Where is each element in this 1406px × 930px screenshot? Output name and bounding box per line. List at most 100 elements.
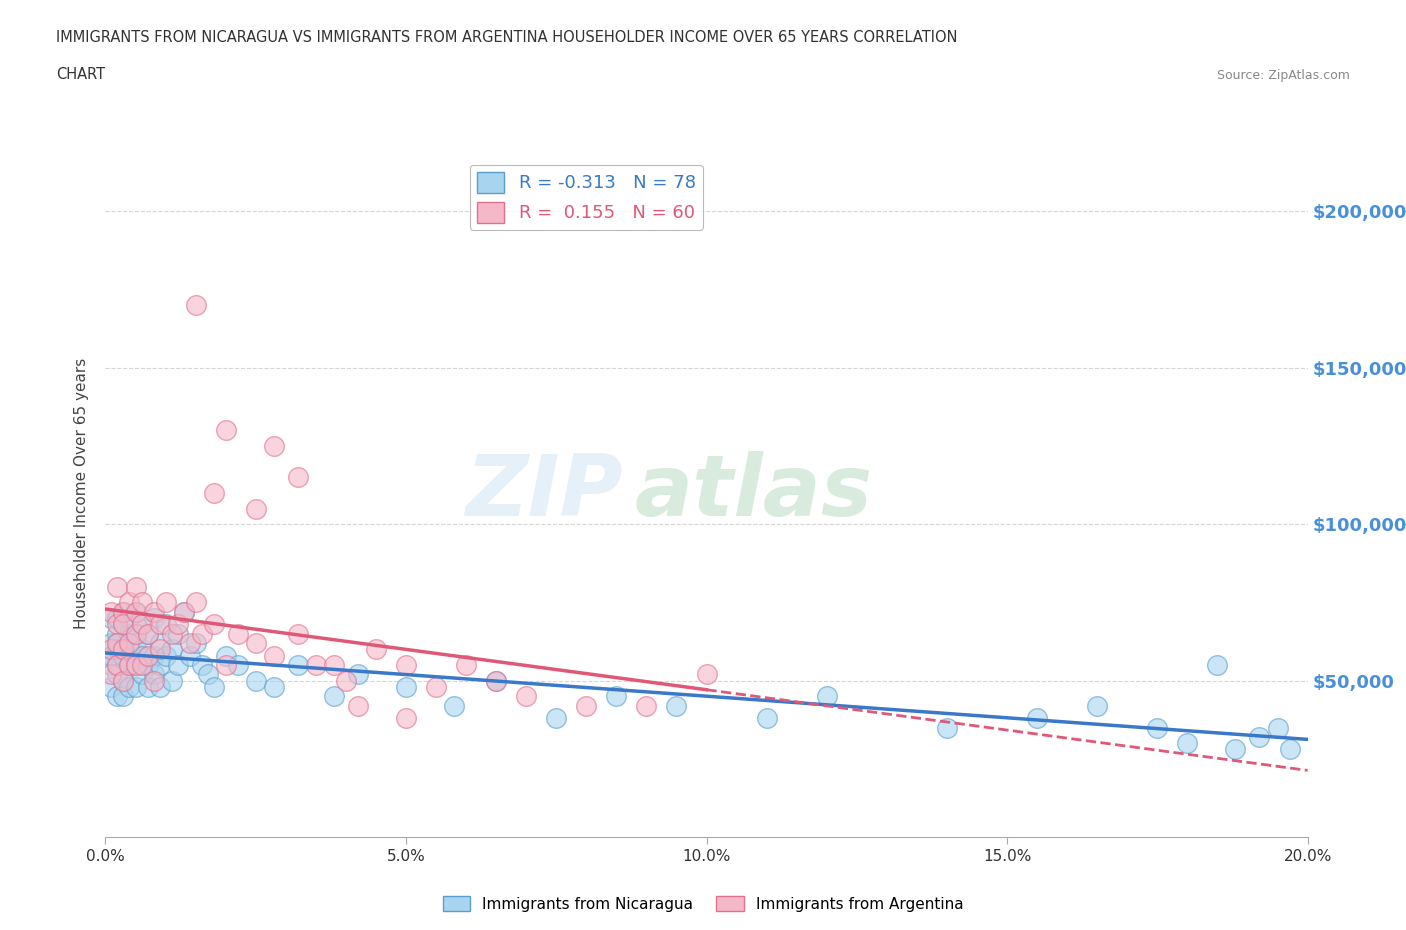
Point	[131, 648, 153, 663]
Point	[131, 617, 153, 631]
Point	[131, 642, 153, 657]
Point	[131, 667, 153, 682]
Point	[107, 635, 129, 650]
Point	[515, 689, 537, 704]
Point	[124, 604, 146, 619]
Point	[202, 617, 225, 631]
Point	[136, 658, 159, 672]
Point	[112, 642, 135, 657]
Point	[1085, 698, 1108, 713]
Point	[263, 439, 285, 454]
Point	[184, 595, 207, 610]
Point	[263, 680, 285, 695]
Point	[148, 617, 170, 631]
Point	[245, 501, 267, 516]
Point	[755, 711, 778, 725]
Point	[107, 658, 129, 672]
Legend: R = -0.313   N = 78, R =  0.155   N = 60: R = -0.313 N = 78, R = 0.155 N = 60	[470, 165, 703, 230]
Point	[1267, 720, 1289, 735]
Point	[100, 680, 122, 695]
Point	[936, 720, 959, 735]
Point	[696, 667, 718, 682]
Point	[107, 611, 129, 626]
Point	[443, 698, 465, 713]
Point	[100, 611, 122, 626]
Point	[124, 626, 146, 641]
Point	[287, 658, 309, 672]
Point	[118, 658, 141, 672]
Point	[364, 642, 387, 657]
Point	[605, 689, 627, 704]
Point	[112, 689, 135, 704]
Point	[190, 658, 212, 672]
Point	[107, 658, 129, 672]
Point	[322, 658, 344, 672]
Point	[112, 673, 135, 688]
Point	[100, 658, 122, 672]
Point	[142, 611, 165, 626]
Point	[395, 658, 418, 672]
Point	[107, 626, 129, 641]
Point	[124, 604, 146, 619]
Point	[118, 680, 141, 695]
Point	[395, 711, 418, 725]
Point	[160, 673, 183, 688]
Legend: Immigrants from Nicaragua, Immigrants from Argentina: Immigrants from Nicaragua, Immigrants fr…	[436, 889, 970, 918]
Point	[155, 595, 177, 610]
Point	[546, 711, 568, 725]
Point	[335, 673, 357, 688]
Point	[347, 667, 370, 682]
Point	[118, 642, 141, 657]
Point	[1278, 742, 1301, 757]
Point	[118, 611, 141, 626]
Point	[263, 648, 285, 663]
Point	[166, 617, 188, 631]
Point	[131, 595, 153, 610]
Point	[148, 680, 170, 695]
Point	[148, 642, 170, 657]
Point	[1206, 658, 1229, 672]
Point	[107, 635, 129, 650]
Point	[107, 579, 129, 594]
Text: Source: ZipAtlas.com: Source: ZipAtlas.com	[1216, 69, 1350, 82]
Point	[575, 698, 598, 713]
Point	[136, 626, 159, 641]
Point	[155, 648, 177, 663]
Point	[226, 658, 249, 672]
Point	[160, 626, 183, 641]
Point	[100, 642, 122, 657]
Point	[287, 626, 309, 641]
Point	[124, 680, 146, 695]
Point	[179, 648, 201, 663]
Point	[1026, 711, 1049, 725]
Point	[136, 648, 159, 663]
Point	[112, 617, 135, 631]
Point	[124, 626, 146, 641]
Point	[190, 626, 212, 641]
Point	[112, 617, 135, 631]
Point	[166, 658, 188, 672]
Point	[245, 635, 267, 650]
Point	[118, 658, 141, 672]
Text: ZIP: ZIP	[465, 451, 623, 535]
Text: atlas: atlas	[634, 451, 873, 535]
Point	[155, 617, 177, 631]
Point	[287, 470, 309, 485]
Point	[322, 689, 344, 704]
Point	[136, 680, 159, 695]
Point	[107, 667, 129, 682]
Point	[184, 635, 207, 650]
Point	[124, 635, 146, 650]
Point	[214, 648, 236, 663]
Point	[305, 658, 328, 672]
Point	[636, 698, 658, 713]
Point	[112, 648, 135, 663]
Point	[1225, 742, 1247, 757]
Point	[112, 604, 135, 619]
Point	[112, 642, 135, 657]
Point	[1249, 729, 1271, 744]
Point	[395, 680, 418, 695]
Point	[173, 604, 195, 619]
Point	[118, 626, 141, 641]
Point	[148, 635, 170, 650]
